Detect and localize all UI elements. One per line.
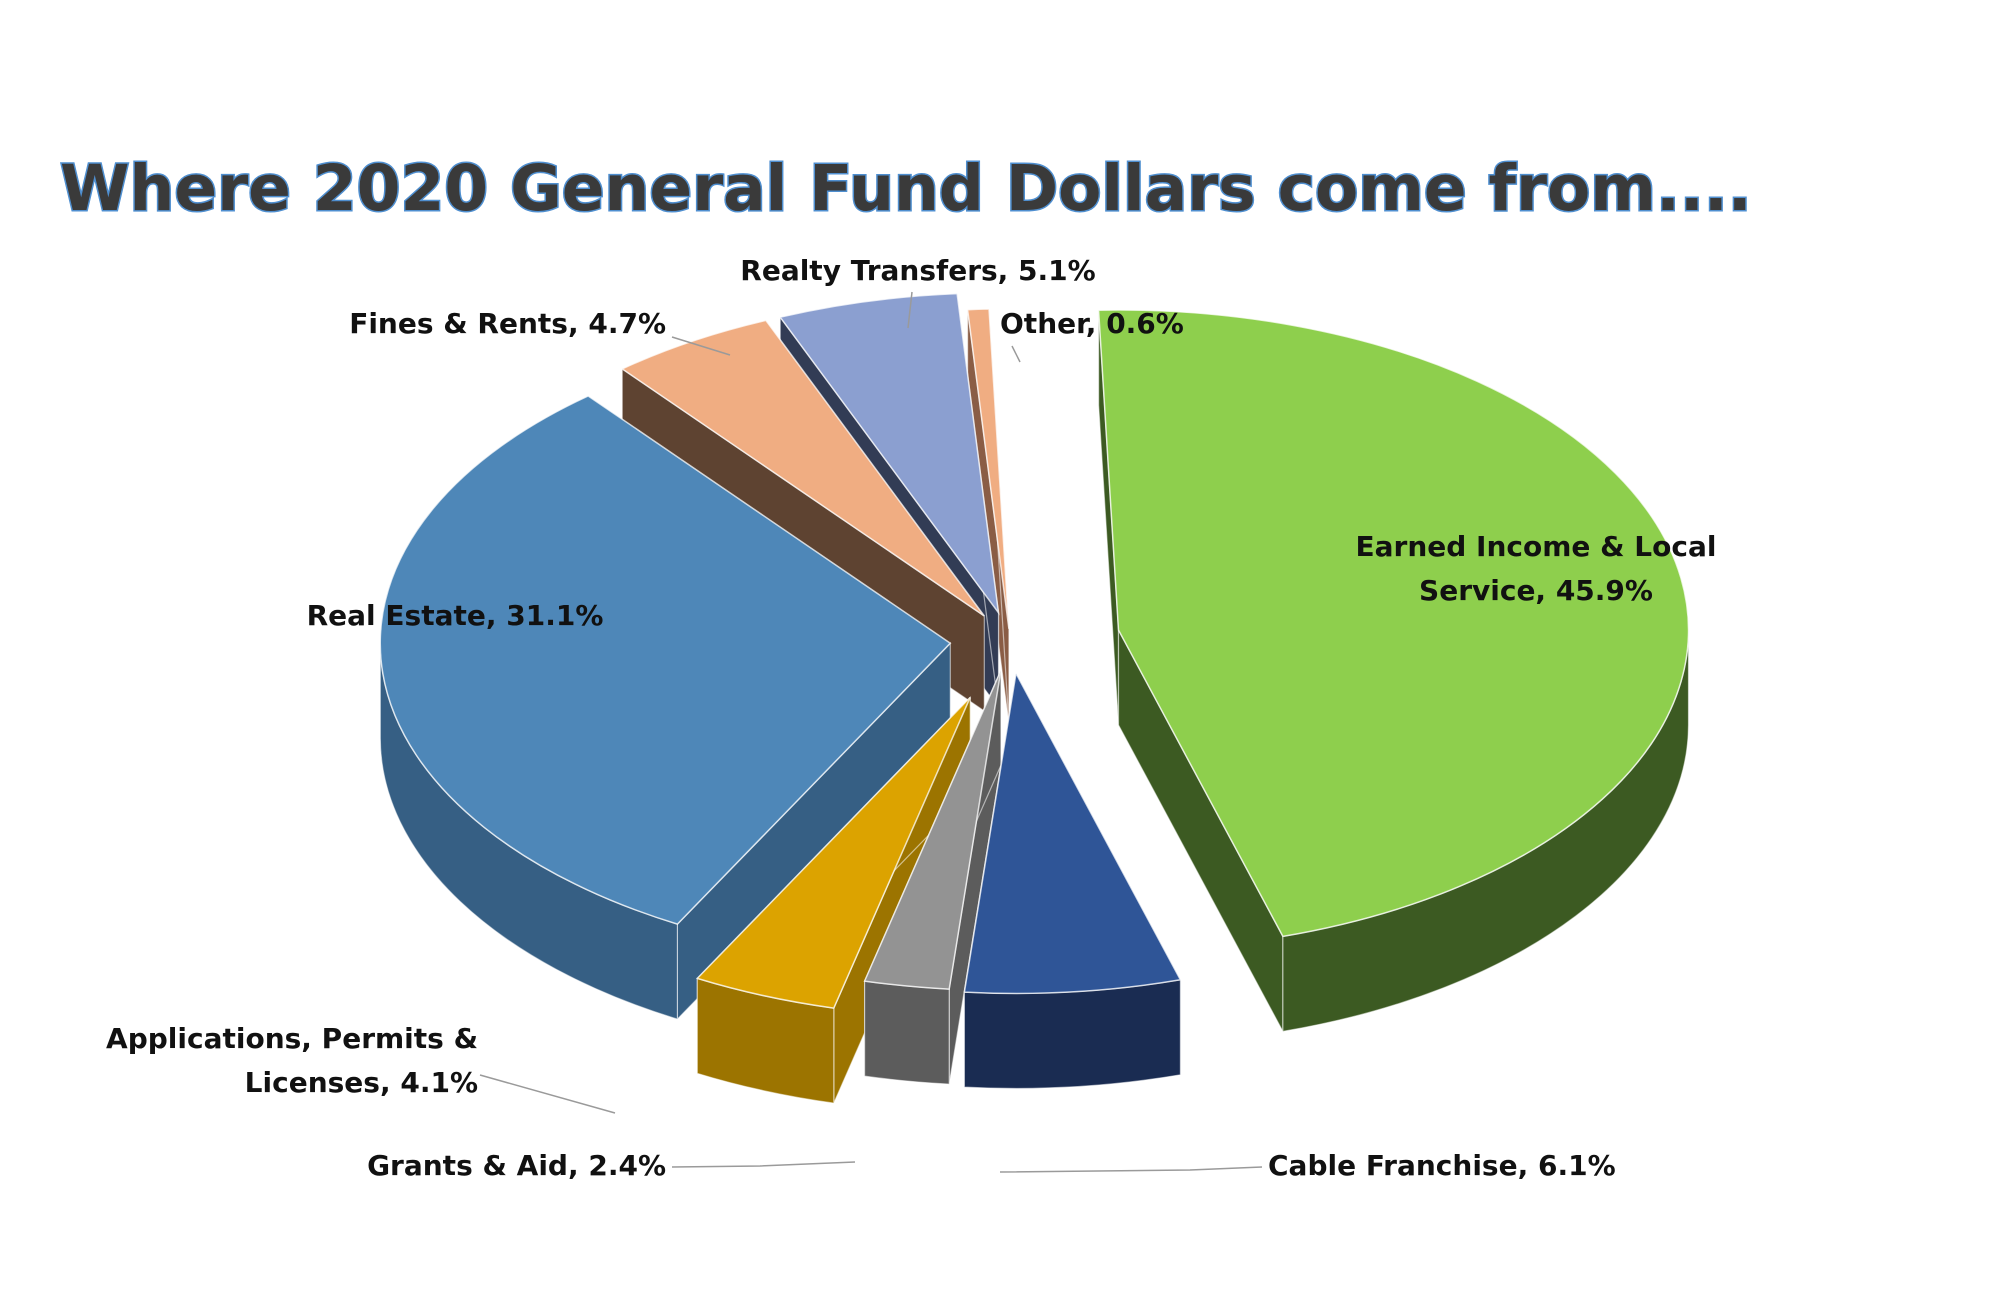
- leader-line-applications-permits-licenses: [479, 1074, 616, 1114]
- data-label-earned-income-local-service: Earned Income & Local Service, 45.9%: [1356, 530, 1717, 607]
- pie-slices: [379, 292, 1690, 1104]
- data-label-real-estate: Real Estate, 31.1%: [307, 599, 604, 632]
- slice-top: [963, 671, 1182, 995]
- leader-line-cable-franchise: [999, 1166, 1263, 1173]
- leader-line-fines-rents: [671, 336, 731, 356]
- slice-top: [1097, 309, 1690, 938]
- slice-earned-income-local-service: [1097, 309, 1690, 1033]
- slice-side: [864, 980, 950, 1085]
- slice-top: [966, 308, 1010, 629]
- data-label-fines-rents: Fines & Rents, 4.7%: [349, 307, 666, 340]
- leader-line-grants-aid: [671, 1161, 856, 1168]
- slice-top: [695, 696, 971, 1009]
- slice-top: [778, 292, 1000, 616]
- leader-lines: [479, 291, 1263, 1173]
- slice-labels: Earned Income & Local Service, 45.9% Cable…: [106, 254, 1716, 1182]
- slice-top: [863, 670, 1002, 990]
- slice-grants-aid: [863, 670, 1002, 1085]
- slice-top: [379, 395, 952, 925]
- slice-real-estate: [379, 395, 952, 1021]
- leader-line-other: [1011, 345, 1021, 363]
- data-label-applications-permits-licenses: Applications, Permits & Licenses, 4.1%: [106, 1022, 478, 1099]
- slice-side: [963, 979, 1181, 1089]
- leader-line-realty-transfers: [907, 291, 913, 329]
- data-label-grants-aid: Grants & Aid, 2.4%: [367, 1149, 666, 1182]
- data-label-cable-franchise: Cable Franchise, 6.1%: [1268, 1149, 1616, 1182]
- data-label-realty-transfers: Realty Transfers, 5.1%: [740, 254, 1095, 287]
- slice-top: [620, 319, 985, 617]
- chart-title: Where 2020 General Fund Dollars come fro…: [60, 152, 1752, 225]
- slice-cable-franchise: [963, 671, 1182, 1089]
- data-label-other: Other, 0.6%: [1000, 307, 1184, 340]
